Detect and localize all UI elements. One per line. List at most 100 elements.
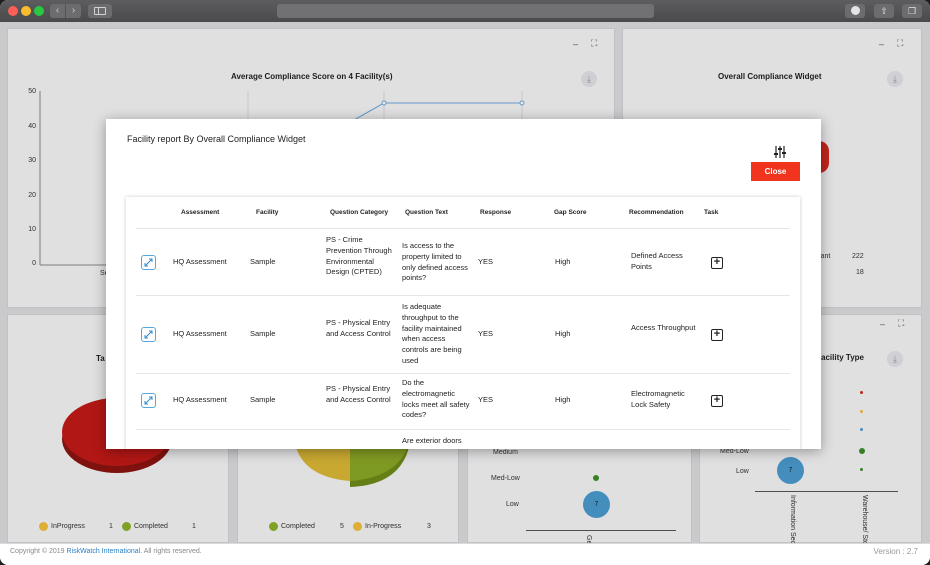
- fullscreen-icon[interactable]: ⛶: [898, 318, 905, 328]
- copyright-prefix: Copyright © 2019: [10, 548, 67, 555]
- row-label: Low: [506, 501, 519, 508]
- cell-facility: Sample: [250, 395, 276, 404]
- legend-count: 1: [192, 523, 196, 530]
- column-header: Task: [704, 209, 719, 216]
- minimize-icon[interactable]: –: [880, 319, 886, 329]
- download-icon: [850, 6, 860, 15]
- fullscreen-icon[interactable]: ⛶: [897, 38, 904, 48]
- minimize-window-button[interactable]: [21, 6, 31, 16]
- download-icon[interactable]: ⤓: [887, 351, 903, 367]
- download-button[interactable]: [845, 4, 865, 18]
- tabs-button[interactable]: ❐: [902, 4, 922, 18]
- modal-title: Facility report By Overall Compliance Wi…: [127, 134, 306, 144]
- expand-row-button[interactable]: [141, 255, 156, 270]
- bubble-point: [860, 468, 863, 471]
- legend-count: 5: [340, 523, 344, 530]
- column-header: Facility: [256, 209, 279, 216]
- widget-title: acility Type: [821, 353, 864, 362]
- minimize-icon[interactable]: –: [879, 39, 885, 49]
- close-window-button[interactable]: [8, 6, 18, 16]
- row-label: Low: [736, 468, 749, 475]
- company-link[interactable]: RiskWatch International: [66, 548, 141, 555]
- add-task-button[interactable]: +: [711, 257, 723, 269]
- plus-icon: +: [713, 256, 721, 268]
- bubble-point: [593, 475, 599, 481]
- legend-dot: [122, 522, 131, 531]
- y-tick: 20: [28, 192, 36, 199]
- facility-report-modal: Facility report By Overall Compliance Wi…: [106, 119, 821, 449]
- download-icon[interactable]: ⤓: [581, 71, 597, 87]
- back-button[interactable]: ‹: [50, 4, 65, 18]
- cell-response: YES: [478, 257, 494, 266]
- fullscreen-icon[interactable]: ⛶: [591, 38, 598, 48]
- cell-question: Are exterior doors: [402, 436, 462, 445]
- cell-category: PS - Crime Prevention Through Environmen…: [326, 235, 392, 277]
- cell-question: Is adequate throughput to the facility m…: [402, 302, 462, 365]
- pie-chart: [294, 439, 410, 487]
- column-header: Assessment: [181, 209, 220, 216]
- copyright-text: Copyright © 2019 RiskWatch International…: [10, 548, 202, 555]
- table-row: HQ Assessment Sample PS - Crime Preventi…: [136, 228, 790, 295]
- sidebar-toggle-button[interactable]: [88, 4, 112, 18]
- widget-title: Overall Compliance Widget: [718, 72, 822, 81]
- x-tick-label: Se: [100, 270, 109, 277]
- y-tick: 0: [32, 260, 36, 267]
- share-button[interactable]: ⇧: [874, 4, 894, 18]
- address-bar[interactable]: [277, 4, 654, 18]
- row-label: Med-Low: [491, 475, 520, 482]
- add-task-button[interactable]: +: [711, 395, 723, 407]
- gauge-arc: [819, 141, 829, 173]
- share-icon: ⇧: [880, 6, 888, 16]
- column-header: Question Text: [405, 209, 448, 216]
- download-icon[interactable]: ⤓: [887, 71, 903, 87]
- legend-value: 18: [856, 269, 864, 276]
- filter-settings-icon[interactable]: [773, 145, 787, 159]
- column-header: Recommendation: [629, 209, 684, 216]
- expand-row-button[interactable]: [141, 393, 156, 408]
- cell-category: PS - Physical Entry and Access Control: [326, 384, 391, 404]
- row-label: Med-Low: [720, 448, 749, 455]
- legend-label: InProgress: [51, 523, 85, 530]
- browser-toolbar: ‹ › ⇧ ❐: [0, 0, 930, 22]
- legend-label: iant: [819, 253, 831, 260]
- plus-icon: +: [713, 394, 721, 406]
- minimize-icon[interactable]: –: [573, 39, 579, 49]
- legend-dot: [353, 522, 362, 531]
- cell-recommendation: Access Throughput: [631, 323, 696, 332]
- report-table: Assessment Facility Question Category Qu…: [126, 197, 800, 449]
- cell-assessment: HQ Assessment: [173, 395, 227, 404]
- cell-response: YES: [478, 395, 494, 404]
- bubble-point: [860, 391, 863, 394]
- bubble-point: 7: [583, 491, 610, 518]
- column-header: Question Category: [330, 209, 389, 216]
- column-header: Response: [480, 209, 512, 216]
- bubble-point: [859, 448, 865, 454]
- legend-value: 222: [852, 253, 864, 260]
- y-tick: 10: [28, 226, 36, 233]
- cell-gap-score: High: [555, 329, 571, 338]
- cell-assessment: HQ Assessment: [173, 257, 227, 266]
- x-axis: [755, 491, 898, 492]
- expand-icon: [144, 258, 153, 267]
- legend-dot: [269, 522, 278, 531]
- table-row: HQ Assessment Sample PS - Physical Entry…: [136, 295, 790, 373]
- close-button[interactable]: Close: [751, 162, 800, 181]
- expand-icon: [144, 330, 153, 339]
- x-axis: [526, 530, 676, 531]
- cell-response: YES: [478, 329, 494, 338]
- y-tick: 30: [28, 157, 36, 164]
- zoom-window-button[interactable]: [34, 6, 44, 16]
- bubble-point: [860, 428, 863, 431]
- expand-icon: [144, 396, 153, 405]
- add-task-button[interactable]: +: [711, 329, 723, 341]
- expand-row-button[interactable]: [141, 327, 156, 342]
- widget-title: Ta: [96, 354, 105, 363]
- column-header: Gap Score: [554, 209, 587, 216]
- plus-icon: +: [713, 328, 721, 340]
- page-footer: Copyright © 2019 RiskWatch International…: [0, 543, 930, 565]
- cell-question: Is access to the property limited to onl…: [402, 241, 468, 283]
- forward-button[interactable]: ›: [66, 4, 81, 18]
- cell-gap-score: High: [555, 257, 571, 266]
- bubble-point: [860, 410, 863, 413]
